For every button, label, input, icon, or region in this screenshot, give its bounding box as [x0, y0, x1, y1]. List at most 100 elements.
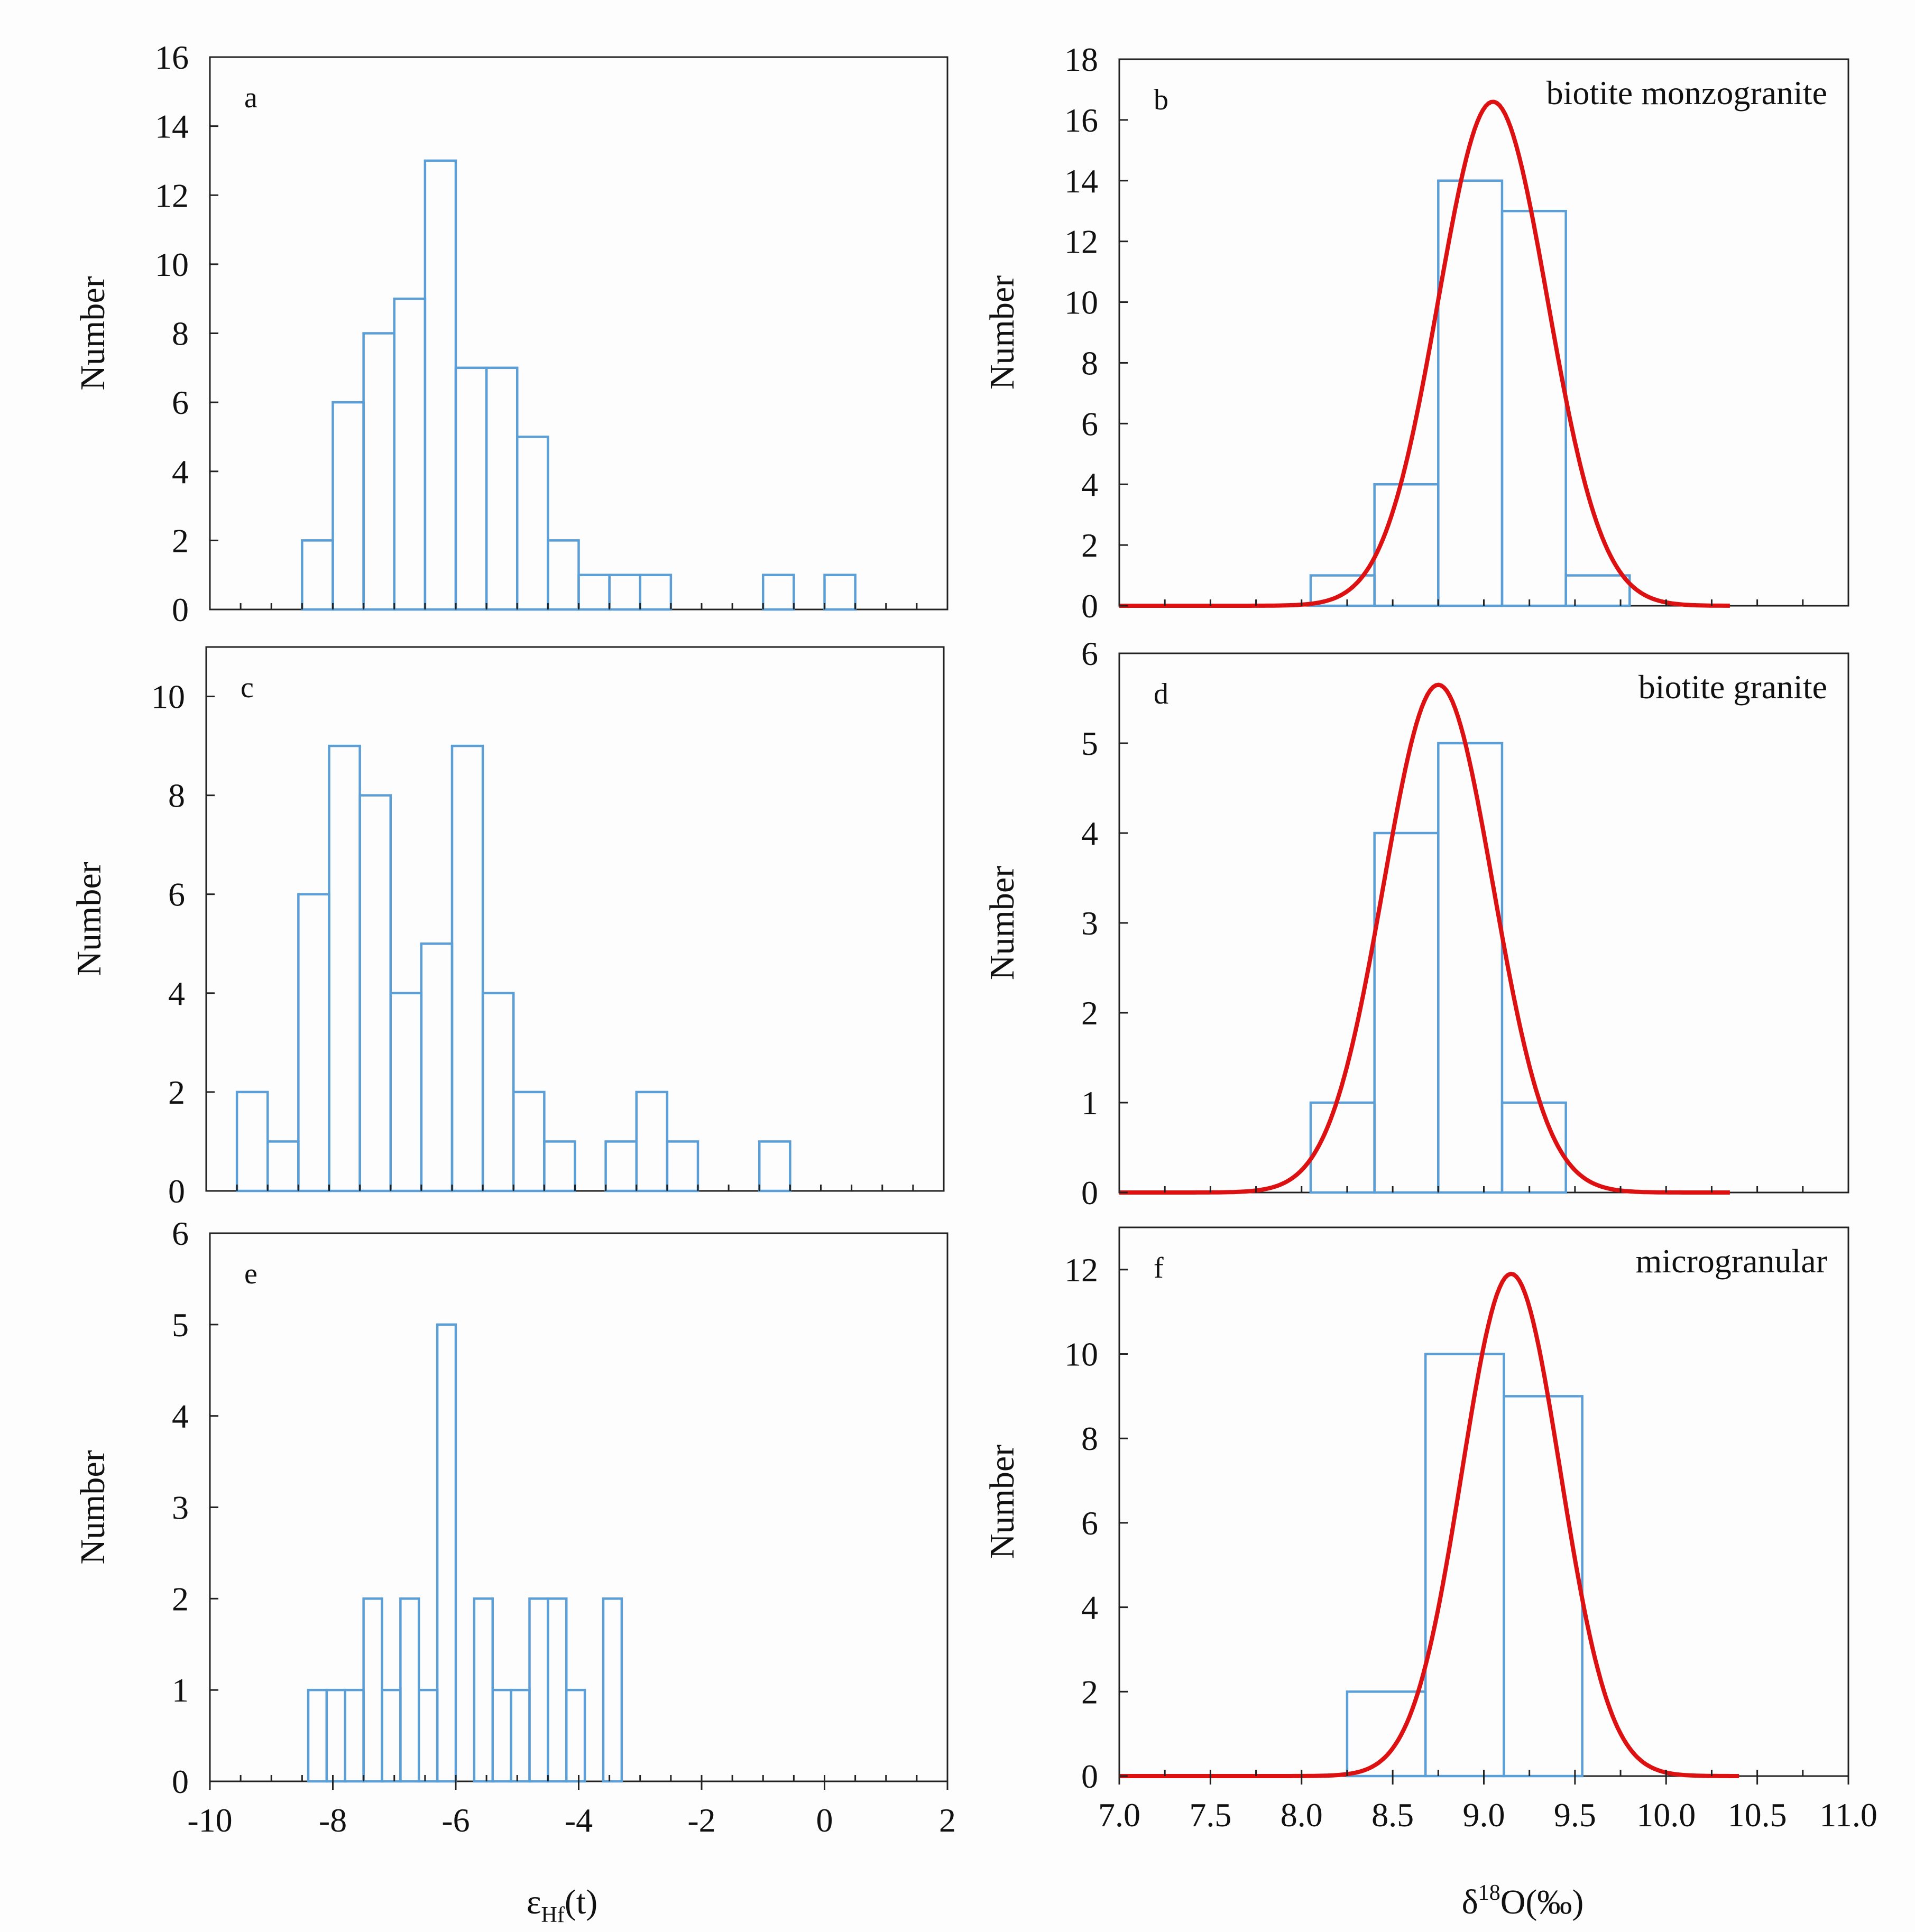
- histogram-bar: [762, 574, 795, 611]
- histogram-bar: [543, 1140, 576, 1193]
- y-tick-label: 10: [1064, 1336, 1098, 1373]
- histogram-bar: [758, 1140, 791, 1193]
- y-axis-label: Number: [73, 1450, 112, 1564]
- x-tick-label: 10.5: [1728, 1796, 1787, 1834]
- y-tick-label: 0: [168, 1172, 185, 1210]
- sample-title: biotite granite: [1638, 668, 1827, 706]
- y-tick-label: 6: [1081, 635, 1098, 672]
- x-tick-label: -10: [187, 1801, 232, 1839]
- y-tick-label: 12: [1064, 1251, 1098, 1289]
- y-tick-label: 4: [1081, 466, 1098, 503]
- y-tick-label: 2: [168, 1074, 185, 1111]
- panel-label: e: [244, 1258, 257, 1290]
- y-tick-label: 6: [1081, 1504, 1098, 1542]
- y-tick-label: 4: [1081, 1589, 1098, 1626]
- histogram-bar: [666, 1140, 699, 1193]
- y-tick-label: 6: [1081, 405, 1098, 442]
- x-tick-label: -6: [441, 1801, 469, 1839]
- y-tick-label: 10: [151, 678, 185, 716]
- x-tick-label: 8.0: [1281, 1796, 1323, 1834]
- y-axis-label: Number: [73, 276, 112, 390]
- histogram-bar: [1500, 1101, 1567, 1194]
- y-tick-label: 10: [1064, 284, 1098, 321]
- x-tick-label: 10.0: [1636, 1796, 1696, 1834]
- chart-panel-a: 0 2 4 6 8 10 12 14 16 Number a: [73, 39, 949, 628]
- histogram-bar: [516, 436, 549, 611]
- x-tick-label: 7.0: [1098, 1796, 1140, 1834]
- chart-panel-b: 0 2 4 6 8 10 12 14 16 18 Number b biotite monzograni…: [983, 41, 1849, 625]
- normal-fit-curve: [1119, 682, 1730, 1195]
- histogram-bar: [1564, 574, 1631, 607]
- x-axis-title-right: δ18O(‰): [1462, 1881, 1584, 1921]
- x-tick-label: 8.5: [1371, 1796, 1414, 1834]
- panel-label: c: [241, 671, 254, 704]
- panel-label: a: [244, 81, 257, 114]
- x-tick-label: 11.0: [1819, 1796, 1877, 1834]
- y-tick-label: 6: [172, 1215, 189, 1252]
- y-tick-label: 0: [172, 591, 189, 628]
- y-tick-label: 4: [1081, 815, 1098, 852]
- x-tick-label: 2: [939, 1801, 956, 1839]
- y-tick-label: 0: [1081, 587, 1098, 625]
- y-tick-label: 16: [155, 39, 189, 76]
- y-tick-label: 3: [1081, 904, 1098, 942]
- y-tick-label: 8: [1081, 344, 1098, 382]
- y-tick-label: 14: [155, 108, 189, 145]
- y-axis-label: Number: [70, 862, 108, 976]
- histogram-bar: [450, 744, 484, 1193]
- y-axis-label: Number: [983, 275, 1021, 390]
- x-axis-title-right-sup: 18: [1478, 1881, 1500, 1905]
- y-tick-label: 1: [1081, 1084, 1098, 1122]
- chart-panel-e: 0 1 2 3 4 5 6 -10 -8 -6 -4 -2 0 2 Number e: [73, 1215, 956, 1839]
- x-tick-label: 9.0: [1463, 1796, 1505, 1834]
- x-tick-label: -2: [687, 1801, 715, 1839]
- x-axis-title-left-sub: Hf: [541, 1903, 565, 1927]
- panel-label: f: [1154, 1252, 1164, 1284]
- y-tick-label: 2: [172, 1580, 189, 1617]
- y-tick-label: 6: [168, 876, 185, 913]
- x-tick-label: 7.5: [1189, 1796, 1231, 1834]
- y-tick-label: 0: [1081, 1758, 1098, 1795]
- chart-panel-d: 0 1 2 3 4 5 6 Number d biotite granite: [983, 635, 1849, 1212]
- y-tick-label: 6: [172, 384, 189, 421]
- chart-panel-c: 0 2 4 6 8 10 Number c: [70, 646, 945, 1210]
- y-tick-label: 12: [1064, 223, 1098, 261]
- y-tick-label: 8: [172, 315, 189, 353]
- y-tick-label: 5: [1081, 725, 1098, 762]
- sample-title: microgranular: [1636, 1242, 1828, 1280]
- normal-fit-curve: [1119, 1271, 1739, 1778]
- y-tick-label: 2: [1081, 994, 1098, 1032]
- histogram-bar: [1437, 742, 1504, 1194]
- chart-panel-f: 0 2 4 6 8 10 12 7.0 7.5 8.0 8.5 9.0 9.5 10.0 10.5 11.0 N…: [983, 1226, 1877, 1834]
- sample-title: biotite monzogranite: [1546, 74, 1827, 112]
- y-tick-label: 1: [172, 1671, 189, 1709]
- y-tick-label: 3: [172, 1489, 189, 1527]
- x-tick-label: -8: [319, 1801, 347, 1839]
- panel-label: b: [1154, 84, 1168, 116]
- y-tick-label: 18: [1064, 41, 1098, 78]
- y-axis-label: Number: [983, 866, 1021, 980]
- y-tick-label: 0: [1081, 1174, 1098, 1212]
- y-axis-label: Number: [983, 1445, 1021, 1559]
- y-tick-label: 2: [172, 522, 189, 559]
- normal-fit-curve: [1119, 99, 1730, 608]
- y-tick-label: 10: [155, 246, 189, 283]
- y-tick-label: 4: [168, 975, 185, 1012]
- y-tick-label: 5: [172, 1306, 189, 1344]
- x-tick-label: 9.5: [1554, 1796, 1596, 1834]
- y-tick-label: 2: [1081, 1673, 1098, 1711]
- histogram-bar: [565, 1688, 586, 1783]
- x-tick-label: -4: [565, 1801, 593, 1839]
- x-tick-label: 0: [816, 1801, 833, 1839]
- y-tick-label: 8: [168, 777, 185, 815]
- y-tick-label: 4: [172, 1398, 189, 1435]
- histogram-bar: [639, 574, 673, 611]
- y-tick-label: 0: [172, 1763, 189, 1800]
- x-axis-title-left: εHf(t): [527, 1883, 597, 1927]
- y-tick-label: 8: [1081, 1420, 1098, 1457]
- histogram-bar: [602, 1597, 623, 1783]
- y-tick-label: 4: [172, 453, 189, 491]
- histogram-bar: [1503, 1395, 1583, 1778]
